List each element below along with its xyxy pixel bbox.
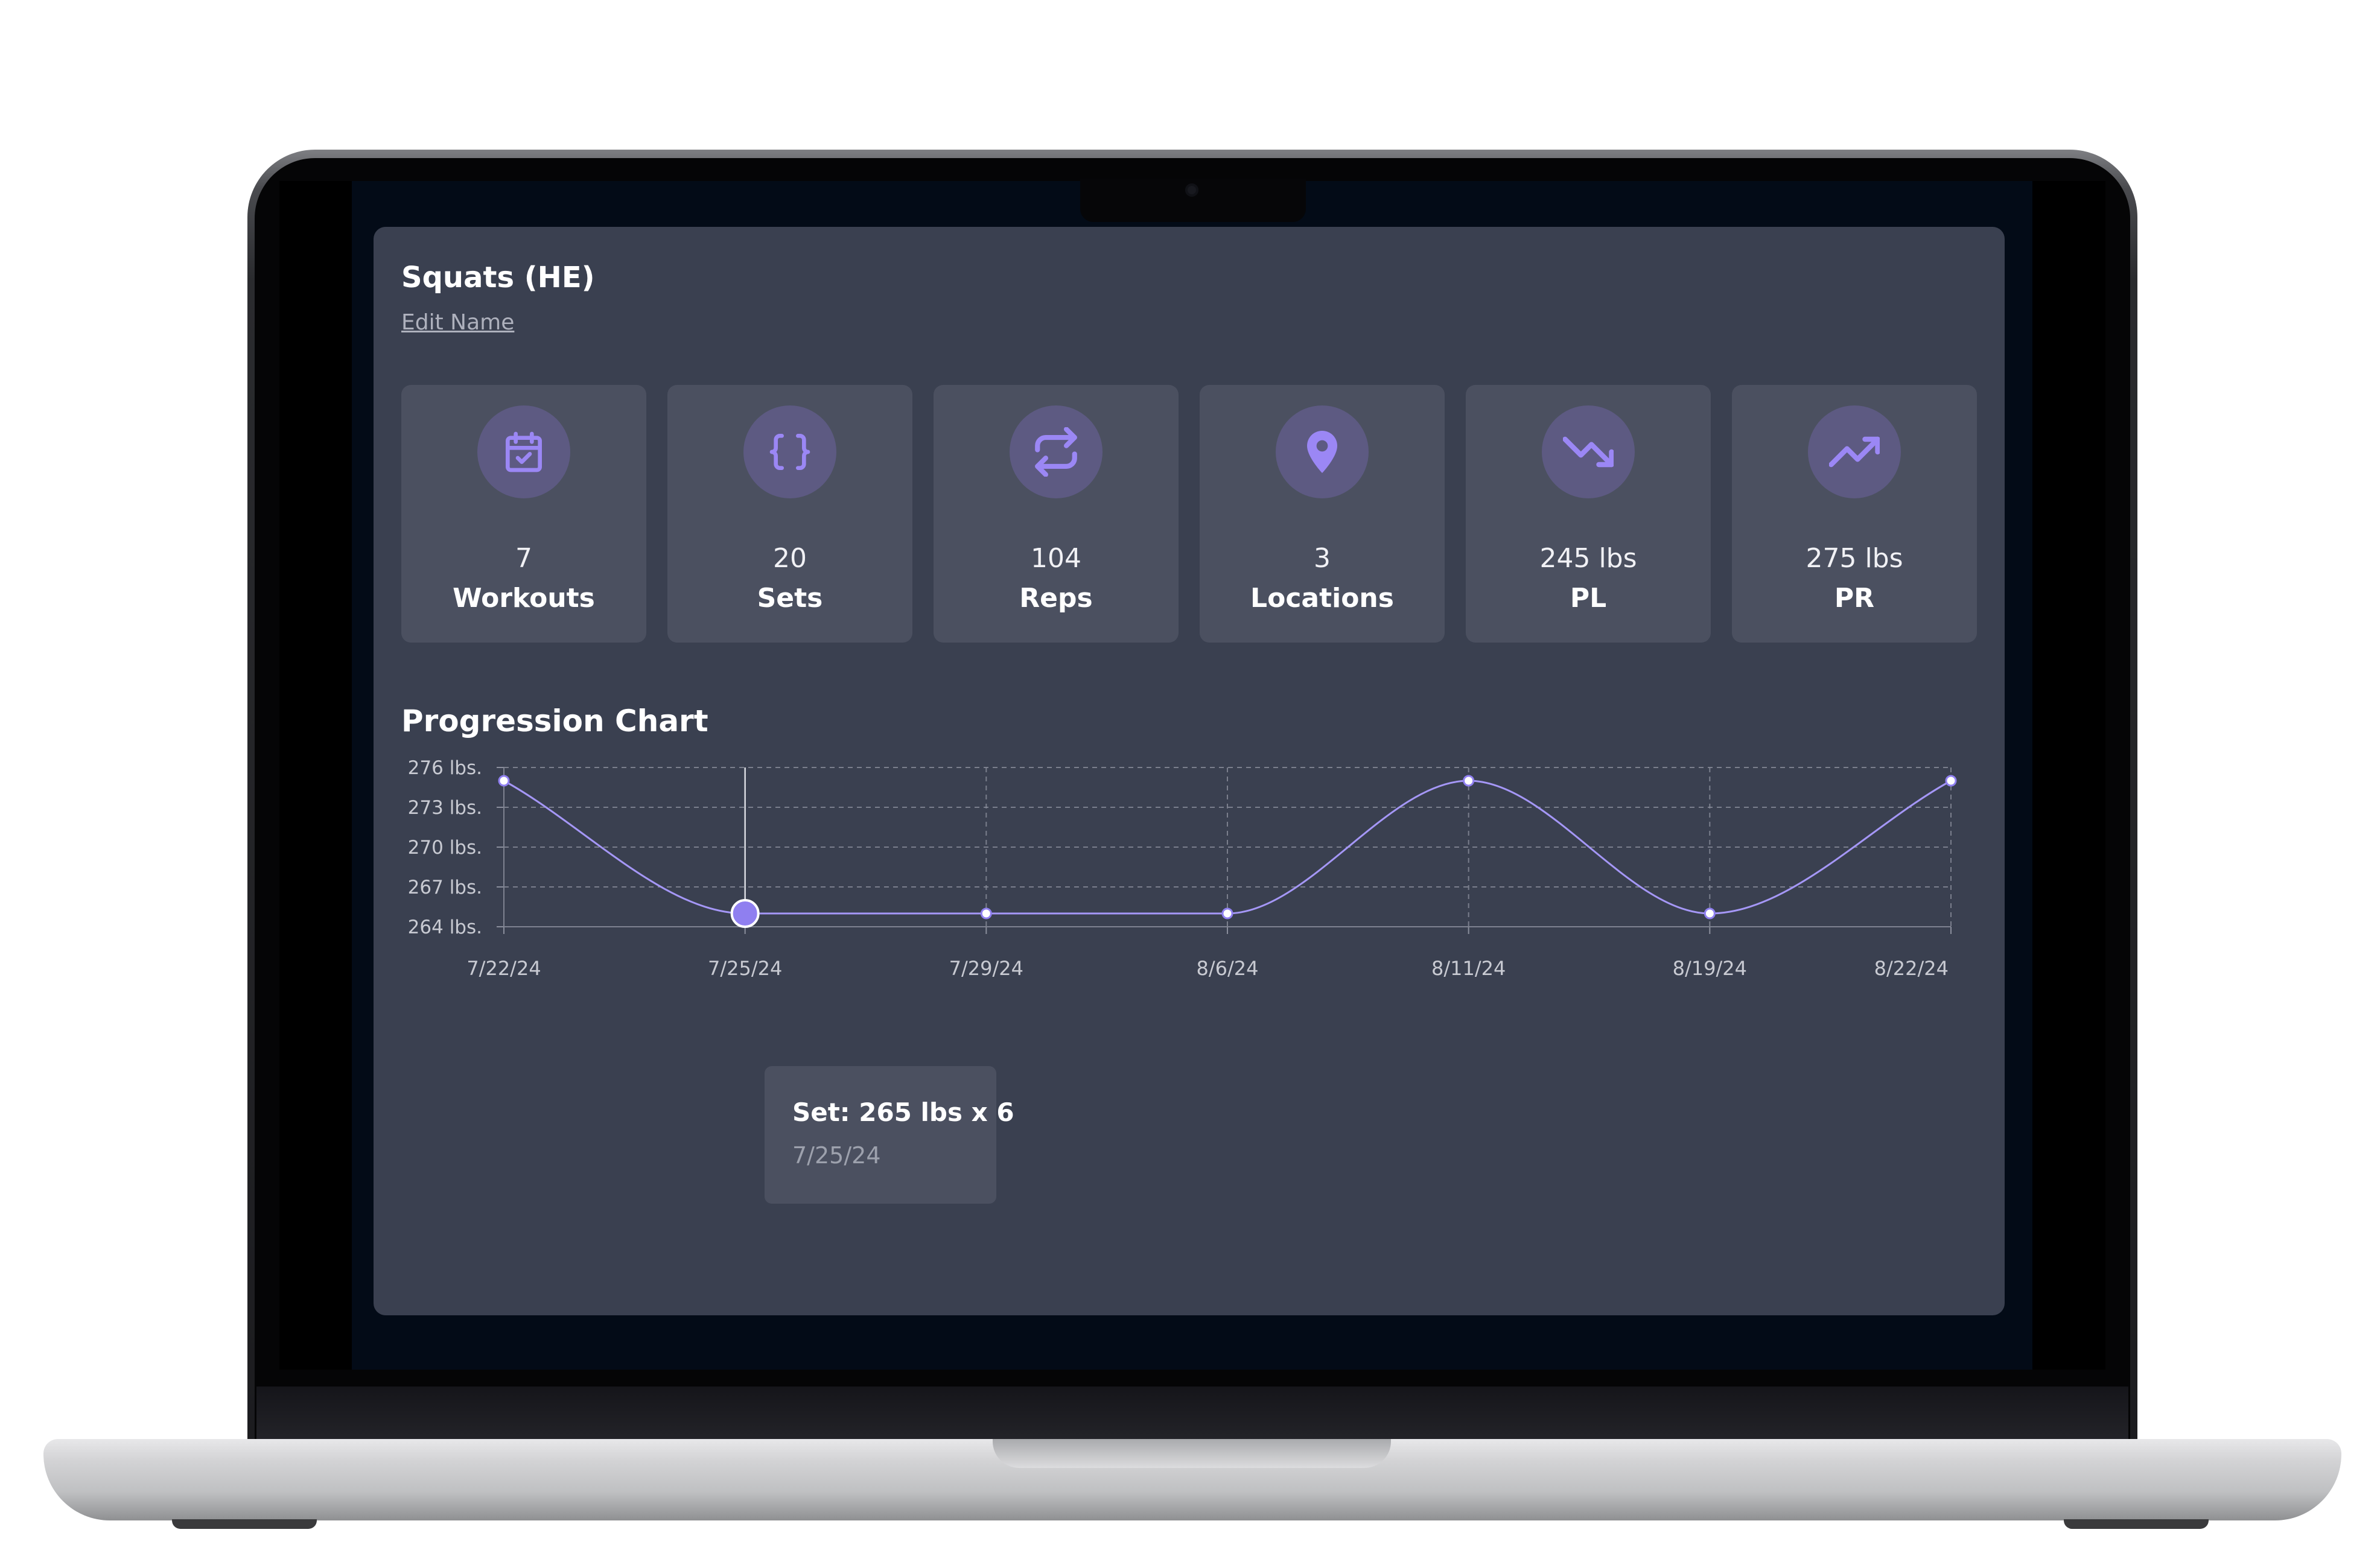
stat-value: 20 [773, 543, 807, 574]
data-point [1945, 775, 1957, 787]
exercise-card: Squats (HE) Edit Name 7 Workouts [374, 227, 2005, 1315]
chart-title: Progression Chart [401, 704, 708, 739]
y-tick-label: 264 lbs. [408, 916, 482, 938]
calendar-check-icon [477, 405, 570, 498]
stat-label: PL [1570, 583, 1607, 614]
laptop-foot-left [172, 1519, 317, 1529]
stats-row: 7 Workouts 20 Sets [401, 385, 1979, 643]
x-tick-label: 8/6/24 [1197, 957, 1259, 980]
stat-tile-reps: 104 Reps [934, 385, 1179, 643]
tooltip-title: Set: 265 lbs x 6 [792, 1098, 1014, 1127]
data-point [498, 775, 510, 787]
camera-icon [1185, 183, 1198, 197]
stat-label: PR [1834, 583, 1875, 614]
stat-label: Locations [1250, 583, 1394, 614]
map-pin-icon [1276, 405, 1369, 498]
stat-label: Workouts [453, 583, 595, 614]
data-point [1463, 775, 1475, 787]
laptop-foot-right [2064, 1519, 2209, 1529]
stat-tile-pl: 245 lbs PL [1466, 385, 1711, 643]
x-tick-label: 8/11/24 [1431, 957, 1506, 980]
stat-label: Reps [1019, 583, 1093, 614]
x-tick-label: 8/22/24 [1874, 957, 1949, 980]
stat-tile-locations: 3 Locations [1200, 385, 1445, 643]
data-point [1221, 907, 1233, 920]
stat-value: 275 lbs [1806, 543, 1903, 574]
series-line [503, 780, 1952, 915]
braces-icon [743, 405, 836, 498]
stat-label: Sets [757, 583, 823, 614]
progression-chart[interactable]: 276 lbs. 273 lbs. 270 lbs. 267 lbs. 264 lbs.… [374, 757, 2005, 1289]
repeat-icon [1010, 405, 1102, 498]
x-tick-label: 8/19/24 [1673, 957, 1747, 980]
data-point [1704, 907, 1716, 920]
stat-value: 104 [1031, 543, 1081, 574]
data-point [980, 907, 992, 920]
chart-tooltip: Set: 265 lbs x 6 7/25/24 [765, 1066, 1014, 1204]
x-tick-label: 7/29/24 [949, 957, 1023, 980]
x-tick-label: 7/22/24 [466, 957, 541, 980]
stat-tile-pr: 275 lbs PR [1732, 385, 1977, 643]
laptop-opening-notch [993, 1439, 1391, 1468]
stat-tile-workouts: 7 Workouts [401, 385, 646, 643]
tooltip-date: 7/25/24 [792, 1142, 881, 1169]
active-data-point [730, 899, 760, 928]
stat-value: 245 lbs [1539, 543, 1637, 574]
y-tick-label: 267 lbs. [408, 877, 482, 898]
edit-name-link[interactable]: Edit Name [401, 310, 515, 335]
exercise-title: Squats (HE) [401, 261, 595, 294]
y-tick-label: 276 lbs. [408, 757, 482, 779]
y-tick-label: 270 lbs. [408, 837, 482, 859]
laptop-hinge [256, 1387, 2128, 1440]
trending-down-icon [1542, 405, 1635, 498]
y-tick-label: 273 lbs. [408, 797, 482, 819]
stat-tile-sets: 20 Sets [667, 385, 912, 643]
stat-value: 7 [515, 543, 532, 574]
x-tick-label: 7/25/24 [708, 957, 782, 980]
stat-value: 3 [1314, 543, 1331, 574]
trending-up-icon [1808, 405, 1901, 498]
